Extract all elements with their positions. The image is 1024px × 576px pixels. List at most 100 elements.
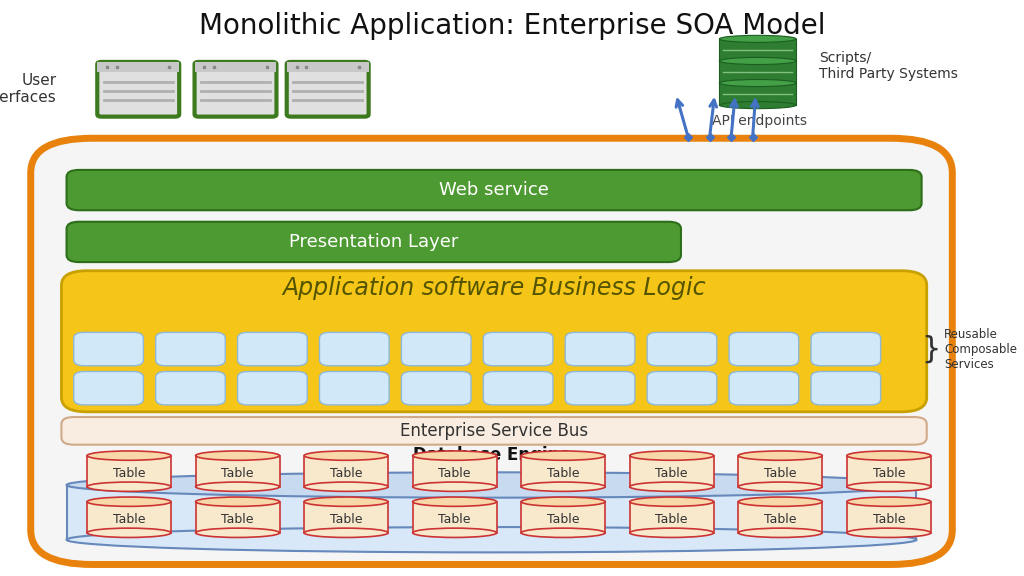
Ellipse shape xyxy=(719,58,797,65)
Text: Table: Table xyxy=(221,467,254,480)
FancyBboxPatch shape xyxy=(74,332,143,366)
FancyBboxPatch shape xyxy=(729,332,799,366)
Bar xyxy=(413,456,497,487)
Ellipse shape xyxy=(413,451,497,460)
Ellipse shape xyxy=(196,528,280,537)
Text: Database Engine: Database Engine xyxy=(413,446,570,464)
Bar xyxy=(287,62,369,72)
Bar xyxy=(87,456,171,487)
Bar xyxy=(719,83,797,105)
FancyBboxPatch shape xyxy=(31,138,952,564)
Ellipse shape xyxy=(521,451,605,460)
Ellipse shape xyxy=(630,482,714,491)
Ellipse shape xyxy=(738,451,822,460)
FancyBboxPatch shape xyxy=(156,372,225,405)
Ellipse shape xyxy=(304,497,388,506)
Ellipse shape xyxy=(87,528,171,537)
Bar xyxy=(196,456,280,487)
Ellipse shape xyxy=(196,482,280,491)
Ellipse shape xyxy=(304,528,388,537)
Text: Table: Table xyxy=(113,467,145,480)
Bar xyxy=(719,39,797,61)
Text: Table: Table xyxy=(221,513,254,526)
Ellipse shape xyxy=(413,497,497,506)
FancyBboxPatch shape xyxy=(401,332,471,366)
Text: Presentation Layer: Presentation Layer xyxy=(289,233,459,251)
FancyBboxPatch shape xyxy=(647,372,717,405)
Bar xyxy=(738,502,822,533)
FancyBboxPatch shape xyxy=(401,372,471,405)
FancyBboxPatch shape xyxy=(67,170,922,210)
Ellipse shape xyxy=(847,451,931,460)
Ellipse shape xyxy=(738,497,822,506)
FancyBboxPatch shape xyxy=(483,332,553,366)
Text: API endpoints: API endpoints xyxy=(712,114,807,128)
Bar xyxy=(97,62,179,72)
FancyBboxPatch shape xyxy=(729,372,799,405)
Text: Table: Table xyxy=(872,513,905,526)
Text: Table: Table xyxy=(113,513,145,526)
FancyBboxPatch shape xyxy=(565,372,635,405)
Text: Application software Business Logic: Application software Business Logic xyxy=(283,276,706,300)
Ellipse shape xyxy=(413,482,497,491)
FancyBboxPatch shape xyxy=(565,332,635,366)
Text: Table: Table xyxy=(438,467,471,480)
FancyBboxPatch shape xyxy=(483,372,553,405)
Ellipse shape xyxy=(521,482,605,491)
FancyBboxPatch shape xyxy=(238,332,307,366)
Bar xyxy=(738,456,822,487)
Bar xyxy=(195,62,276,72)
Ellipse shape xyxy=(304,451,388,460)
FancyBboxPatch shape xyxy=(74,372,143,405)
Bar xyxy=(847,502,931,533)
Bar xyxy=(630,456,714,487)
FancyBboxPatch shape xyxy=(811,332,881,366)
Ellipse shape xyxy=(719,79,797,86)
Text: User
Interfaces: User Interfaces xyxy=(0,73,56,105)
Ellipse shape xyxy=(738,482,822,491)
Text: Enterprise Service Bus: Enterprise Service Bus xyxy=(400,422,588,440)
FancyBboxPatch shape xyxy=(61,271,927,412)
Ellipse shape xyxy=(87,497,171,506)
FancyBboxPatch shape xyxy=(156,332,225,366)
Bar xyxy=(196,502,280,533)
Ellipse shape xyxy=(719,101,797,109)
Ellipse shape xyxy=(630,497,714,506)
FancyBboxPatch shape xyxy=(319,332,389,366)
FancyBboxPatch shape xyxy=(319,372,389,405)
Ellipse shape xyxy=(87,451,171,460)
Ellipse shape xyxy=(630,451,714,460)
Text: Table: Table xyxy=(330,467,362,480)
Ellipse shape xyxy=(847,497,931,506)
Text: Table: Table xyxy=(764,467,797,480)
FancyBboxPatch shape xyxy=(195,62,276,116)
Text: }: } xyxy=(922,335,941,364)
Text: Monolithic Application: Enterprise SOA Model: Monolithic Application: Enterprise SOA M… xyxy=(199,12,825,40)
Ellipse shape xyxy=(719,35,797,43)
Text: Table: Table xyxy=(330,513,362,526)
Text: Web service: Web service xyxy=(439,181,549,199)
Text: Reusable
Composable
Services: Reusable Composable Services xyxy=(944,328,1017,371)
Bar xyxy=(719,61,797,83)
Ellipse shape xyxy=(521,528,605,537)
Bar xyxy=(87,502,171,533)
Ellipse shape xyxy=(87,482,171,491)
Ellipse shape xyxy=(521,497,605,506)
Ellipse shape xyxy=(630,528,714,537)
Bar xyxy=(304,456,388,487)
Text: Table: Table xyxy=(764,513,797,526)
Text: Table: Table xyxy=(655,513,688,526)
FancyBboxPatch shape xyxy=(67,222,681,262)
Ellipse shape xyxy=(304,482,388,491)
Bar xyxy=(521,456,605,487)
Ellipse shape xyxy=(413,528,497,537)
Ellipse shape xyxy=(67,472,916,498)
Bar xyxy=(521,502,605,533)
Ellipse shape xyxy=(847,528,931,537)
Text: Table: Table xyxy=(872,467,905,480)
Text: Table: Table xyxy=(547,467,580,480)
FancyBboxPatch shape xyxy=(238,372,307,405)
Ellipse shape xyxy=(196,497,280,506)
FancyBboxPatch shape xyxy=(97,62,179,116)
Text: Table: Table xyxy=(438,513,471,526)
